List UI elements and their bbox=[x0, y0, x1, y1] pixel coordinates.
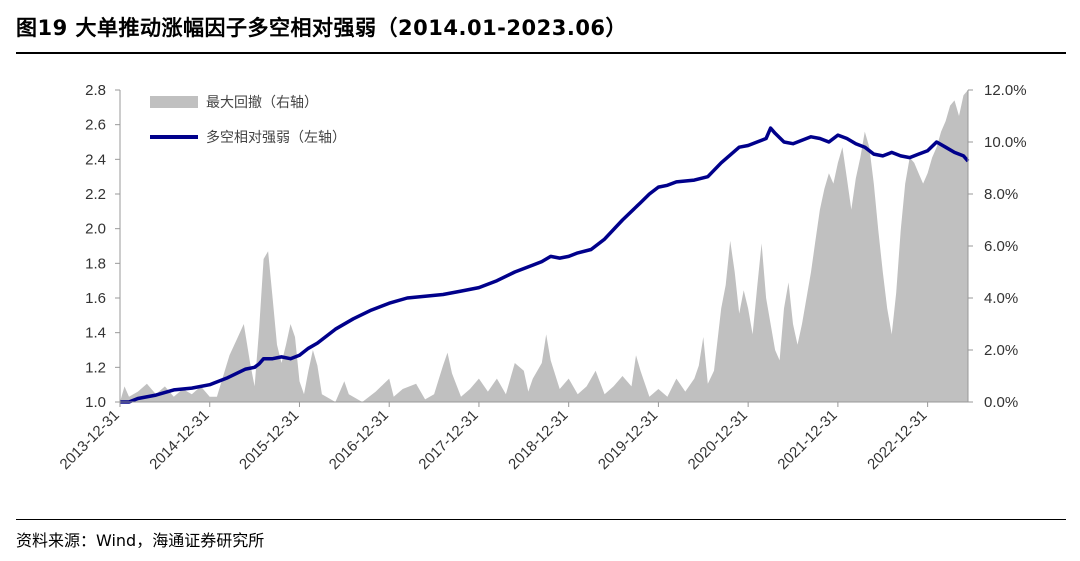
right-tick-label: 10.0% bbox=[984, 134, 1027, 151]
left-tick-label: 2.0 bbox=[85, 221, 106, 238]
x-tick-label: 2019-12-31 bbox=[595, 407, 661, 473]
right-tick-label: 8.0% bbox=[984, 186, 1018, 203]
left-tick-label: 1.0 bbox=[85, 394, 106, 411]
chart-title: 图19 大单推动涨幅因子多空相对强弱（2014.01-2023.06） bbox=[16, 16, 628, 40]
right-tick-label: 6.0% bbox=[984, 238, 1018, 255]
legend-swatch-drawdown bbox=[150, 96, 198, 108]
left-tick-label: 1.2 bbox=[85, 359, 106, 376]
right-tick-label: 4.0% bbox=[984, 290, 1018, 307]
legend-label-drawdown: 最大回撤（右轴） bbox=[206, 95, 318, 111]
legend: 最大回撤（右轴） 多空相对强弱（左轴） bbox=[150, 95, 346, 146]
x-tick-label: 2018-12-31 bbox=[505, 407, 571, 473]
x-tick-label: 2022-12-31 bbox=[864, 407, 930, 473]
left-tick-label: 2.2 bbox=[85, 186, 106, 203]
left-tick-label: 2.6 bbox=[85, 117, 106, 134]
left-tick-label: 2.8 bbox=[85, 82, 106, 99]
strength-line bbox=[120, 126, 970, 404]
x-tick-label: 2021-12-31 bbox=[774, 407, 840, 473]
x-tick-label: 2013-12-31 bbox=[57, 407, 123, 473]
drawdown-area bbox=[120, 90, 968, 402]
x-tick-label: 2020-12-31 bbox=[685, 407, 751, 473]
title-divider bbox=[16, 52, 1066, 54]
left-tick-label: 1.6 bbox=[85, 290, 106, 307]
right-tick-label: 2.0% bbox=[984, 342, 1018, 359]
chart: 1.0 1.2 1.4 1.6 1.8 2.0 2.2 2.4 2.6 2.8 0.0% 2.0% 4.… bbox=[57, 82, 1027, 473]
source-note: 资料来源：Wind，海通证券研究所 bbox=[16, 531, 265, 550]
right-tick-label: 12.0% bbox=[984, 82, 1027, 99]
x-tick-label: 2016-12-31 bbox=[326, 407, 392, 473]
x-tick-label: 2015-12-31 bbox=[236, 407, 302, 473]
left-tick-label: 1.8 bbox=[85, 255, 106, 272]
strength-line-layer bbox=[120, 126, 970, 404]
left-tick-label: 2.4 bbox=[85, 151, 106, 168]
left-tick-label: 1.4 bbox=[85, 325, 106, 342]
x-tick-label: 2017-12-31 bbox=[415, 407, 481, 473]
axes: 1.0 1.2 1.4 1.6 1.8 2.0 2.2 2.4 2.6 2.8 0.0% 2.0% 4.… bbox=[57, 82, 1027, 473]
right-tick-label: 0.0% bbox=[984, 394, 1018, 411]
drawdown-area-layer bbox=[120, 90, 968, 402]
x-tick-label: 2014-12-31 bbox=[146, 407, 212, 473]
legend-label-strength: 多空相对强弱（左轴） bbox=[206, 129, 346, 146]
source-divider bbox=[16, 519, 1066, 520]
